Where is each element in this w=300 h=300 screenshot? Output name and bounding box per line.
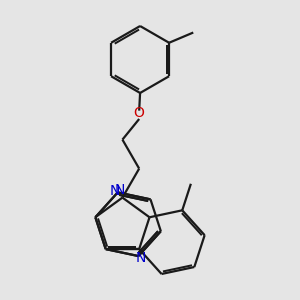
Text: N: N: [115, 183, 125, 197]
Text: N: N: [110, 184, 120, 198]
Text: N: N: [136, 251, 146, 266]
Text: O: O: [134, 106, 145, 120]
